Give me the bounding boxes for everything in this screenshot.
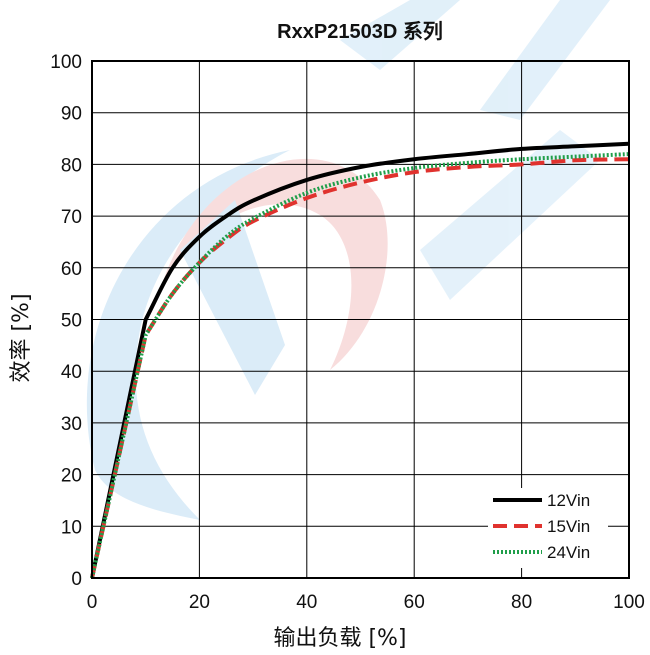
y-tick-label: 40	[61, 362, 82, 383]
x-tick-label: 100	[613, 592, 645, 613]
legend: 12Vin 15Vin 24Vin	[488, 488, 608, 568]
y-axis-ticks: 0 10 20 30 40 50 60 70 80 90 100	[50, 52, 82, 590]
x-tick-label: 0	[87, 592, 98, 613]
watermark-logo	[86, 0, 610, 520]
y-tick-label: 60	[61, 259, 82, 280]
legend-label: 12Vin	[547, 491, 590, 510]
x-axis-label: 输出负载 [%]	[273, 626, 406, 651]
legend-label: 24Vin	[547, 543, 590, 562]
y-tick-label: 80	[61, 155, 82, 176]
y-axis-label: 效率 [%]	[9, 293, 34, 382]
x-tick-label: 60	[404, 592, 425, 613]
y-tick-label: 100	[50, 52, 82, 73]
series-lines	[90, 141, 630, 579]
legend-label: 15Vin	[547, 517, 590, 536]
x-tick-label: 40	[296, 592, 317, 613]
y-tick-label: 50	[61, 311, 82, 332]
x-tick-label: 80	[511, 592, 532, 613]
y-tick-label: 10	[61, 517, 82, 538]
x-tick-label: 20	[189, 592, 210, 613]
chart-title: RxxP21503D 系列	[277, 20, 443, 43]
y-tick-label: 0	[71, 569, 82, 590]
series-line-12vin	[90, 141, 630, 579]
plot-frame	[91, 60, 630, 579]
series-line-24vin	[90, 152, 630, 579]
series-line-15vin	[90, 157, 630, 579]
x-axis-ticks: 0 20 40 60 80 100	[87, 592, 645, 613]
y-tick-label: 90	[61, 104, 82, 125]
y-tick-label: 30	[61, 414, 82, 435]
y-tick-label: 20	[61, 466, 82, 487]
y-tick-label: 70	[61, 207, 82, 228]
